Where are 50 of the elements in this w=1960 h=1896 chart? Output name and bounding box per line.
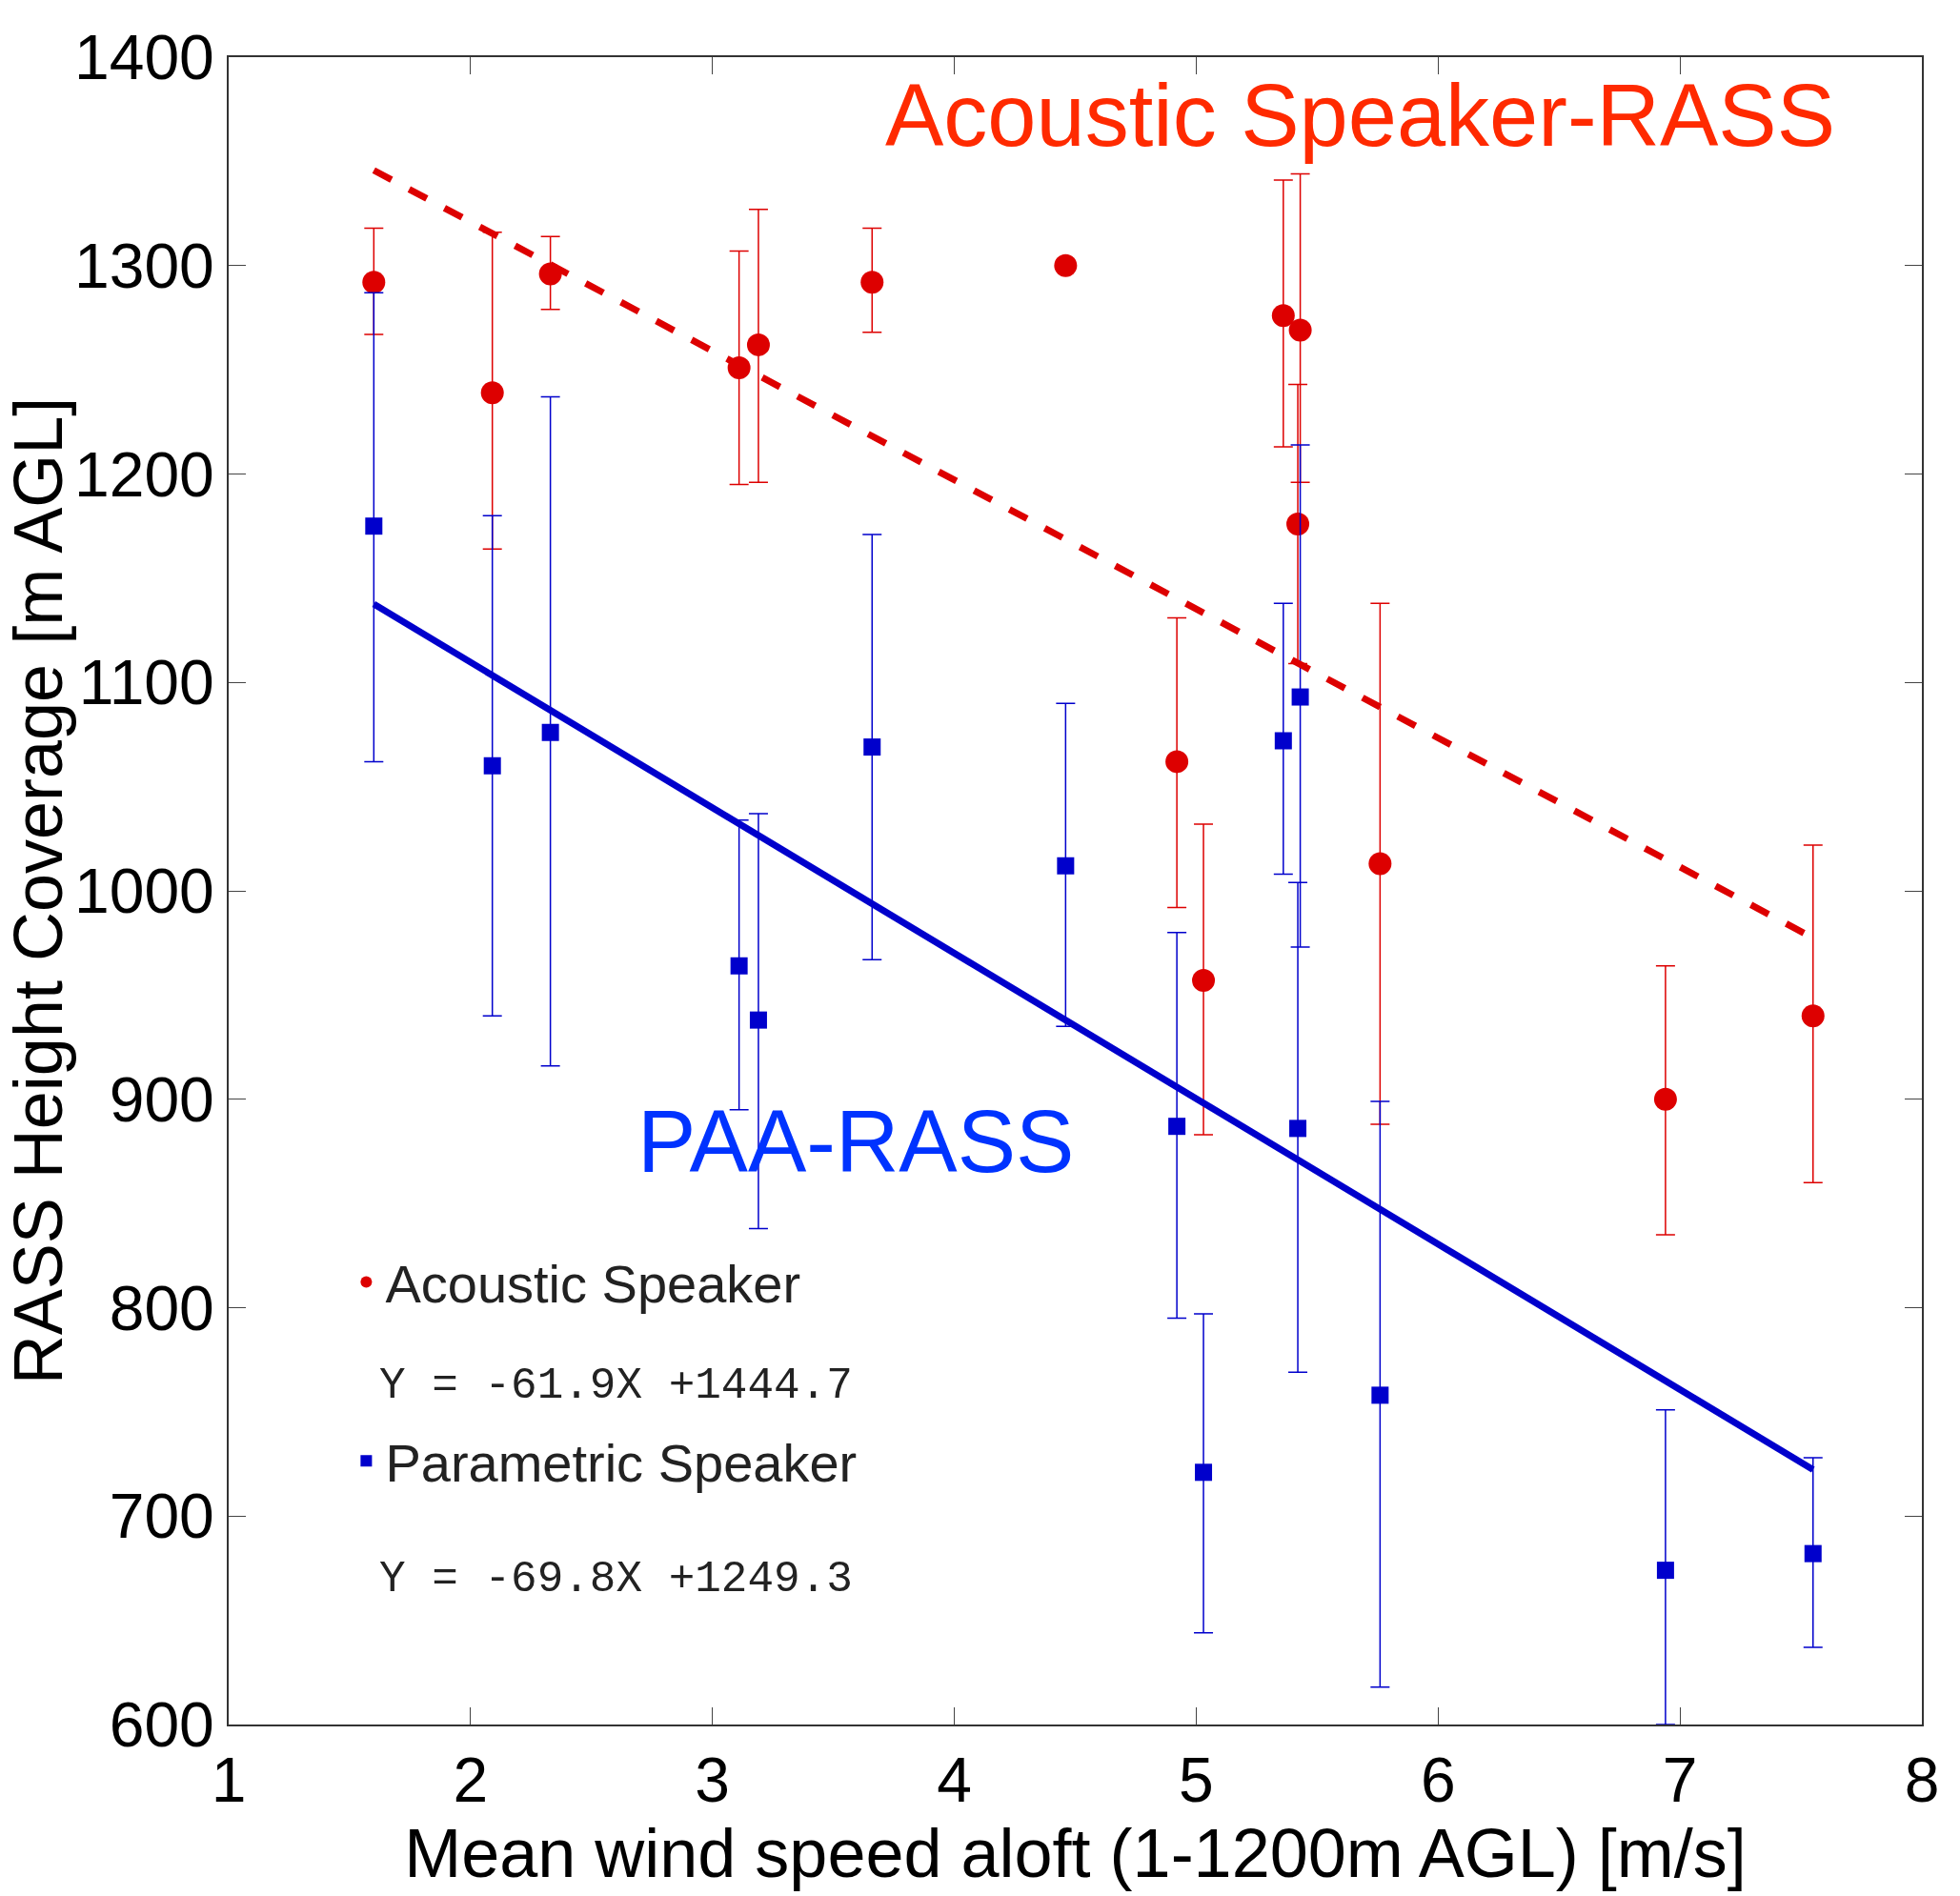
- point: [1801, 1004, 1825, 1028]
- y-tick-label: 1300: [73, 230, 214, 301]
- y-tick-label: 1100: [78, 647, 214, 718]
- y-tick-label: 700: [109, 1481, 214, 1552]
- point: [483, 756, 501, 775]
- point: [362, 271, 386, 294]
- point: [480, 381, 504, 405]
- point: [1165, 750, 1189, 774]
- annotation: Y = -69.8X +1249.3: [379, 1555, 853, 1604]
- point: [749, 1011, 767, 1029]
- point: [1274, 732, 1292, 750]
- point: [1371, 1386, 1389, 1404]
- point: [730, 957, 748, 975]
- y-tick-label: 1200: [73, 438, 214, 510]
- x-tick-label: 5: [1179, 1745, 1214, 1816]
- x-tick-label: 3: [695, 1745, 731, 1816]
- point: [1653, 1087, 1677, 1111]
- point: [541, 723, 559, 741]
- y-axis-title: RASS Height Coverage [m AGL]: [0, 396, 76, 1385]
- x-tick-label: 6: [1420, 1745, 1456, 1816]
- y-tick-label: 900: [109, 1063, 214, 1135]
- point: [1804, 1544, 1822, 1563]
- x-tick-label: 8: [1904, 1745, 1940, 1816]
- point: [1286, 513, 1310, 535]
- point: [365, 517, 383, 535]
- point: [1195, 1463, 1213, 1482]
- y-tick-label: 1400: [73, 22, 214, 93]
- point: [1368, 852, 1392, 876]
- legend-label: Acoustic Speaker: [385, 1254, 801, 1315]
- point: [1291, 688, 1309, 706]
- point: [1289, 1119, 1307, 1138]
- point: [1656, 1562, 1674, 1580]
- point: [860, 271, 884, 294]
- point: [1168, 1118, 1186, 1136]
- annotation: Y = -61.9X +1444.7: [379, 1361, 853, 1411]
- legend-label: Parametric Speaker: [385, 1433, 858, 1494]
- y-tick-label: 1000: [73, 856, 214, 927]
- x-tick-label: 4: [937, 1745, 972, 1816]
- x-tick-label: 7: [1662, 1745, 1698, 1816]
- point: [1054, 253, 1078, 277]
- point: [863, 738, 881, 756]
- point: [1057, 857, 1075, 875]
- point: [746, 333, 770, 356]
- annotation: Acoustic Speaker-RASS: [885, 67, 1836, 164]
- point: [1192, 969, 1216, 993]
- x-axis-title: Mean wind speed aloft (1-1200m AGL) [m/s]: [404, 1815, 1747, 1892]
- x-tick-label: 2: [453, 1745, 489, 1816]
- point: [1271, 304, 1295, 328]
- y-tick-label: 800: [109, 1272, 214, 1343]
- point: [1288, 318, 1312, 342]
